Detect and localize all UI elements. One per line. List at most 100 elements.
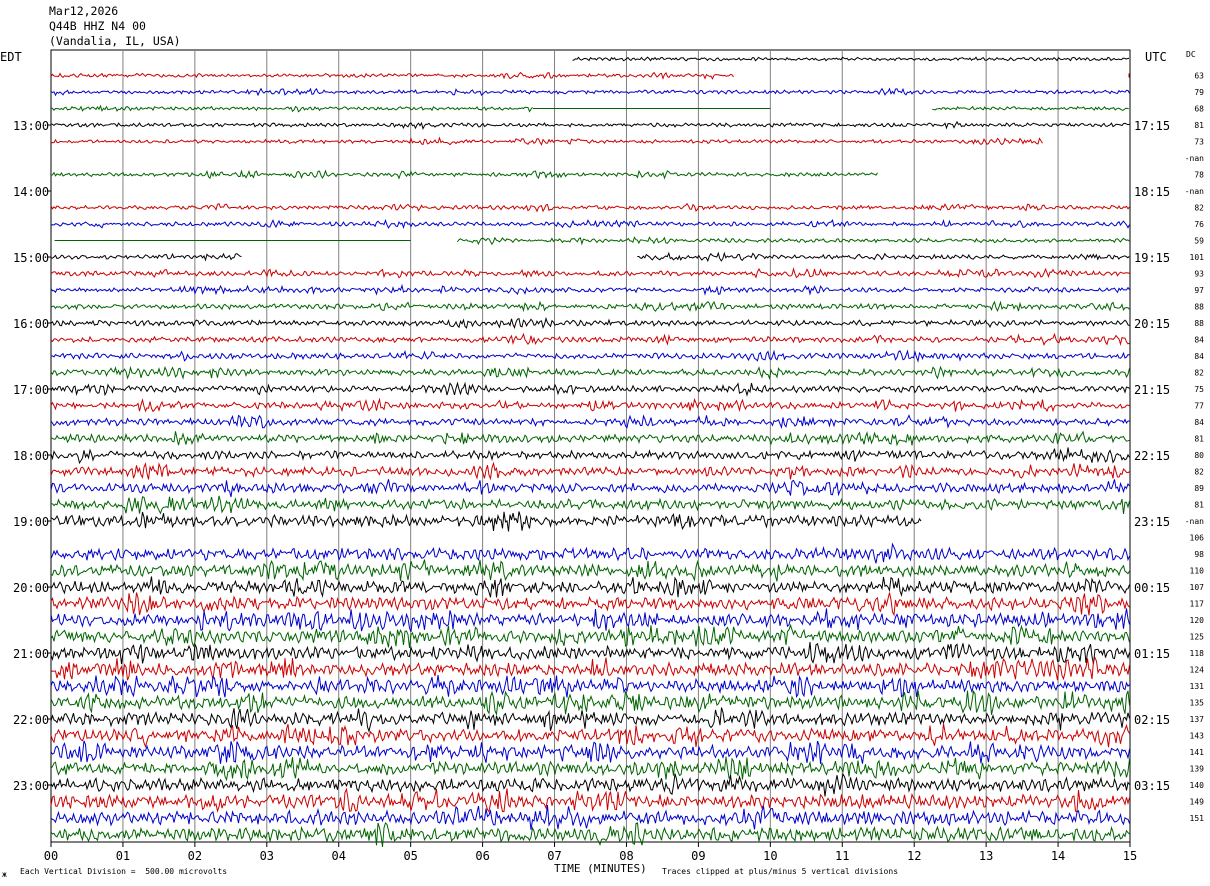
dc-value: 82 (1194, 369, 1204, 378)
seismic-trace (50, 202, 1130, 213)
seismic-trace (50, 218, 1130, 230)
right-hour-label: 18:15 (1134, 185, 1170, 199)
x-tick-label: 04 (332, 849, 346, 863)
dc-value: 82 (1194, 204, 1204, 213)
left-hour-label: 17:00 (13, 383, 49, 397)
dc-value: 77 (1194, 402, 1204, 411)
seismic-trace (50, 559, 1130, 582)
x-tick-label: 10 (763, 849, 777, 863)
dc-value: 131 (1190, 682, 1205, 691)
dc-value: 97 (1194, 286, 1204, 295)
right-hour-label: 21:15 (1134, 383, 1170, 397)
dc-value: 82 (1194, 468, 1204, 477)
dc-value: 143 (1190, 732, 1205, 741)
seismic-trace (50, 104, 533, 113)
left-hour-label: 22:00 (13, 713, 49, 727)
dc-value: 151 (1190, 814, 1205, 823)
right-hour-label: 00:15 (1134, 581, 1170, 595)
dc-value: 110 (1190, 567, 1205, 576)
seismic-trace (50, 349, 1130, 363)
seismic-trace (50, 608, 1130, 632)
scale-note: Each Vertical Division = 500.00 microvol… (20, 867, 228, 876)
seismic-trace (50, 316, 1130, 330)
dc-value: 88 (1194, 319, 1204, 328)
seismic-trace (50, 822, 1130, 847)
dc-value: 139 (1190, 765, 1205, 774)
x-tick-label: 01 (116, 849, 130, 863)
x-tick-label: 09 (691, 849, 705, 863)
seismic-trace (50, 300, 1130, 313)
seismic-trace (50, 656, 1130, 681)
right-hour-label: 03:15 (1134, 779, 1170, 793)
seismic-trace (50, 414, 1130, 430)
seismic-trace (50, 495, 1130, 515)
seismic-trace (456, 236, 1130, 246)
seismic-trace (50, 542, 1130, 564)
seismic-trace (572, 56, 1130, 62)
right-hour-label: 17:15 (1134, 119, 1170, 133)
seismic-trace (50, 787, 1130, 813)
x-tick-label: 06 (475, 849, 489, 863)
station-code: Q44B HHZ N4 00 (49, 19, 146, 33)
x-axis-title: TIME (MINUTES) (554, 862, 647, 875)
x-tick-label: 12 (907, 849, 921, 863)
seismic-trace (50, 772, 1130, 797)
seismic-trace (50, 136, 1043, 146)
seismic-trace (50, 576, 1130, 598)
dc-value: 81 (1194, 435, 1204, 444)
dc-value: -nan (1185, 187, 1204, 196)
seismic-trace (50, 120, 1130, 130)
x-tick-label: 08 (619, 849, 633, 863)
seismic-trace (50, 365, 1130, 381)
left-hour-label: 23:00 (13, 779, 49, 793)
seismic-trace (50, 723, 1130, 749)
right-axis-label: UTC (1145, 50, 1167, 64)
seismic-trace (50, 332, 1130, 346)
dc-value: 141 (1190, 748, 1205, 757)
left-hour-label: 13:00 (13, 119, 49, 133)
dc-value: -nan (1185, 154, 1204, 163)
seismic-trace (50, 707, 1130, 734)
right-hour-label: 23:15 (1134, 515, 1170, 529)
dc-value: 140 (1190, 781, 1205, 790)
seismic-trace (50, 674, 1130, 699)
seismic-trace (50, 461, 1130, 481)
dc-value: 98 (1194, 550, 1204, 559)
dc-value: 75 (1194, 385, 1204, 394)
right-hour-label: 20:15 (1134, 317, 1170, 331)
seismic-trace (50, 397, 1130, 413)
x-tick-label: 00 (44, 849, 58, 863)
dc-value: 59 (1194, 237, 1204, 246)
dc-value: -nan (1185, 517, 1204, 526)
dc-value: 107 (1190, 583, 1205, 592)
left-hour-label: 16:00 (13, 317, 49, 331)
dc-value: 118 (1190, 649, 1205, 658)
dc-value: 78 (1194, 171, 1204, 180)
scale-icon: ж (2, 870, 7, 879)
seismic-trace (50, 169, 878, 180)
dc-value: 63 (1194, 72, 1204, 81)
right-hour-label: 01:15 (1134, 647, 1170, 661)
seismic-trace (50, 430, 1130, 447)
dc-value: 73 (1194, 138, 1204, 147)
dc-value: 93 (1194, 270, 1204, 279)
right-hour-label: 19:15 (1134, 251, 1170, 265)
dc-value: 80 (1194, 451, 1204, 460)
dc-value: 79 (1194, 88, 1204, 97)
seismic-trace (50, 756, 1130, 782)
dc-value: 149 (1190, 798, 1205, 807)
dc-value: 117 (1190, 600, 1205, 609)
dc-value: 84 (1194, 336, 1204, 345)
x-tick-label: 05 (403, 849, 417, 863)
dc-header: DC (1186, 50, 1196, 59)
left-hour-label: 20:00 (13, 581, 49, 595)
seismic-trace (50, 283, 1130, 296)
seismic-trace (637, 251, 1130, 263)
dc-value: 101 (1190, 253, 1205, 262)
dc-value: 81 (1194, 121, 1204, 130)
clip-note: Traces clipped at plus/minus 5 vertical … (662, 867, 899, 876)
x-tick-label: 07 (547, 849, 561, 863)
left-hour-label: 21:00 (13, 647, 49, 661)
dc-value: 106 (1190, 534, 1205, 543)
x-tick-label: 11 (835, 849, 849, 863)
